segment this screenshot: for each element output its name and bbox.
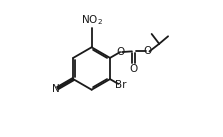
Text: O: O bbox=[130, 64, 138, 74]
Text: O: O bbox=[144, 46, 152, 56]
Text: NO$_2$: NO$_2$ bbox=[81, 14, 103, 27]
Text: O: O bbox=[116, 47, 125, 57]
Text: Br: Br bbox=[115, 80, 127, 90]
Text: N: N bbox=[52, 84, 59, 94]
